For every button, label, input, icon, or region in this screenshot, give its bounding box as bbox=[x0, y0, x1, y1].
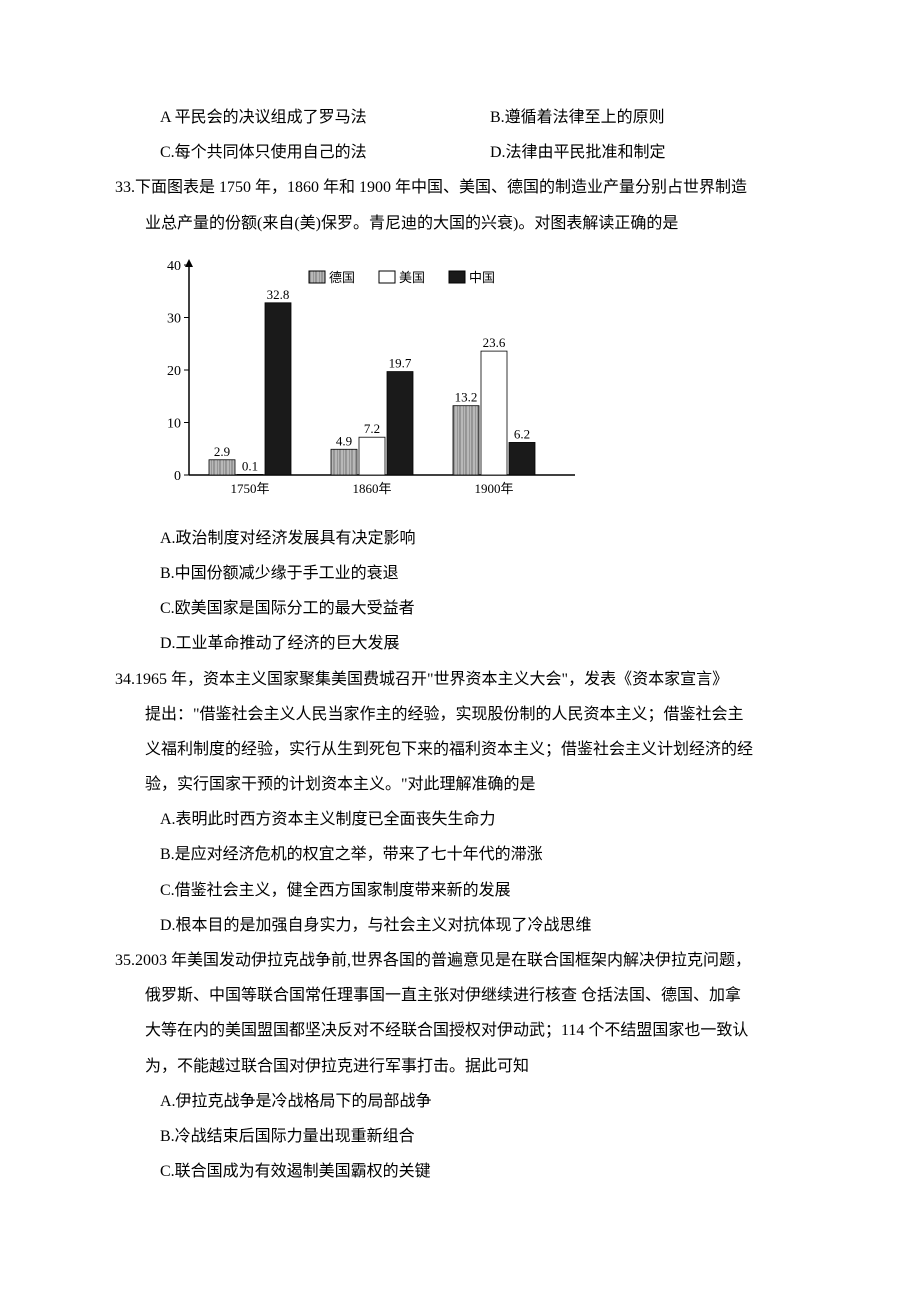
svg-text:32.8: 32.8 bbox=[267, 287, 290, 302]
q34-option-b[interactable]: B.是应对经济危机的权宜之举，带来了七十年代的滞涨 bbox=[160, 837, 805, 872]
svg-text:0: 0 bbox=[174, 469, 181, 484]
q32-option-b[interactable]: B.遵循着法律至上的原则 bbox=[490, 100, 805, 135]
q33-option-d[interactable]: D.工业革命推动了经济的巨大发展 bbox=[160, 626, 805, 661]
q34-stem-line3: 义福利制度的经验，实行从生到死包下来的福利资本主义；借鉴社会主义计划经济的经 bbox=[115, 732, 805, 767]
svg-text:2.9: 2.9 bbox=[214, 444, 230, 459]
svg-text:13.2: 13.2 bbox=[455, 389, 478, 404]
q35-option-b[interactable]: B.冷战结束后国际力量出现重新组合 bbox=[160, 1119, 805, 1154]
svg-text:23.6: 23.6 bbox=[483, 335, 506, 350]
q35-option-a[interactable]: A.伊拉克战争是冷战格局下的局部战争 bbox=[160, 1084, 805, 1119]
q35-stem-line2: 俄罗斯、中国等联合国常任理事国一直主张对伊继续进行核查 仓括法国、德国、加拿 bbox=[115, 978, 805, 1013]
svg-text:美国: 美国 bbox=[399, 270, 425, 285]
svg-text:1750年: 1750年 bbox=[230, 481, 269, 496]
svg-text:6.2: 6.2 bbox=[514, 426, 530, 441]
q34-option-c[interactable]: C.借鉴社会主义，健全西方国家制度带来新的发展 bbox=[160, 873, 805, 908]
q34-stem-line1: 34.1965 年，资本主义国家聚集美国费城召开"世界资本主义大会"，发表《资本… bbox=[115, 662, 805, 697]
q32-option-d[interactable]: D.法律由平民批准和制定 bbox=[490, 135, 805, 170]
q32-option-a[interactable]: A 平民会的决议组成了罗马法 bbox=[160, 100, 490, 135]
q35-option-c[interactable]: C.联合国成为有效遏制美国霸权的关键 bbox=[160, 1154, 805, 1189]
q35-stem-line3: 大等在内的美国盟国都坚决反对不经联合国授权对伊动武；114 个不结盟国家也一致认 bbox=[115, 1013, 805, 1048]
svg-text:40: 40 bbox=[167, 259, 181, 274]
svg-text:30: 30 bbox=[167, 311, 181, 326]
q34-option-a[interactable]: A.表明此时西方资本主义制度已全面丧失生命力 bbox=[160, 802, 805, 837]
q33-chart: 0 10 20 30 40 德国 美国 中国 2.9 0.1 32.8 1750年 4.9 7.2 19.7… bbox=[145, 251, 585, 511]
svg-text:1860年: 1860年 bbox=[352, 481, 391, 496]
svg-text:20: 20 bbox=[167, 364, 181, 379]
q33-option-c[interactable]: C.欧美国家是国际分工的最大受益者 bbox=[160, 591, 805, 626]
q34-option-d[interactable]: D.根本目的是加强自身实力，与社会主义对抗体现了冷战思维 bbox=[160, 908, 805, 943]
q35-stem-line4: 为，不能越过联合国对伊拉克进行军事打击。据此可知 bbox=[115, 1049, 805, 1084]
svg-text:1900年: 1900年 bbox=[474, 481, 513, 496]
svg-text:中国: 中国 bbox=[469, 270, 495, 285]
q32-option-c[interactable]: C.每个共同体只使用自己的法 bbox=[160, 135, 490, 170]
q33-option-a[interactable]: A.政治制度对经济发展具有决定影响 bbox=[160, 521, 805, 556]
svg-text:7.2: 7.2 bbox=[364, 421, 380, 436]
q33-stem-line1: 33.下面图表是 1750 年，1860 年和 1900 年中国、美国、德国的制… bbox=[115, 170, 805, 205]
q33-stem-line2: 业总产量的份额(来自(美)保罗。青尼迪的大国的兴衰)。对图表解读正确的是 bbox=[115, 206, 805, 241]
svg-text:19.7: 19.7 bbox=[389, 355, 412, 370]
svg-text:德国: 德国 bbox=[329, 270, 355, 285]
svg-text:4.9: 4.9 bbox=[336, 433, 352, 448]
svg-text:0.1: 0.1 bbox=[242, 458, 258, 473]
q34-stem-line2: 提出："借鉴社会主义人民当家作主的经验，实现股份制的人民资本主义；借鉴社会主 bbox=[115, 697, 805, 732]
q33-option-b[interactable]: B.中国份额减少缘于手工业的衰退 bbox=[160, 556, 805, 591]
svg-text:10: 10 bbox=[167, 416, 181, 431]
q35-stem-line1: 35.2003 年美国发动伊拉克战争前,世界各国的普遍意见是在联合国框架内解决伊… bbox=[115, 943, 805, 978]
q34-stem-line4: 验，实行国家干预的计划资本主义。"对此理解准确的是 bbox=[115, 767, 805, 802]
